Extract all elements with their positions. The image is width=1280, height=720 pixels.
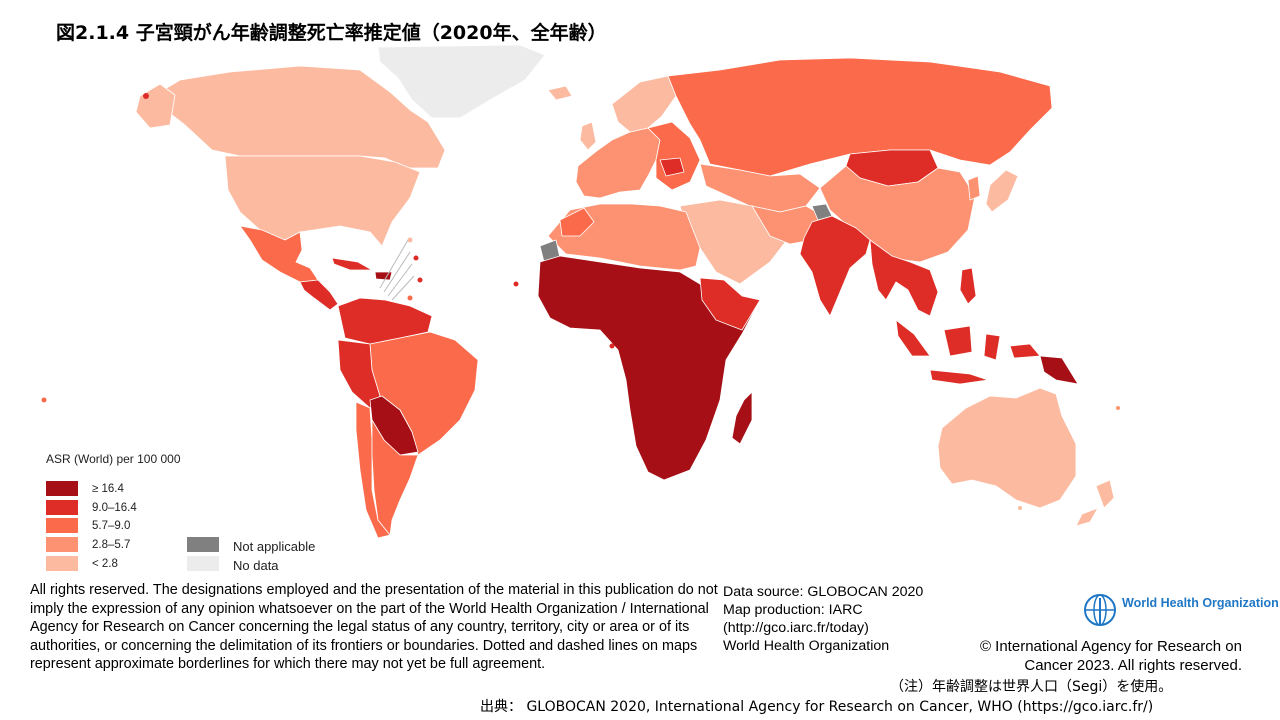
legend-label-5: < 2.8 — [92, 558, 118, 570]
legend-label-not-applicable: Not applicable — [233, 539, 316, 554]
legend-title: ASR (World) per 100 000 — [46, 452, 181, 466]
legend-swatch-5 — [46, 556, 78, 571]
region-russia[interactable] — [667, 57, 1053, 177]
data-source: Data source: GLOBOCAN 2020 Map productio… — [723, 583, 923, 655]
copyright-line-2: Cancer 2023. All rights reserved. — [1024, 657, 1242, 674]
legend-swatch-3 — [46, 518, 78, 533]
region-india[interactable] — [799, 215, 871, 317]
island-marker[interactable] — [407, 295, 413, 301]
organization-line: World Health Organization — [723, 638, 890, 654]
data-source-line: Data source: GLOBOCAN 2020 — [723, 584, 924, 600]
map-production-line: Map production: IARC — [723, 602, 863, 618]
region-eastern-europe[interactable] — [647, 121, 701, 191]
legend-swatch-not-applicable — [187, 537, 219, 552]
island-marker[interactable] — [143, 93, 149, 99]
region-madagascar[interactable] — [731, 391, 753, 445]
who-logo-icon — [1084, 594, 1116, 626]
region-iceland[interactable] — [547, 85, 573, 101]
legend-label-1: ≥ 16.4 — [92, 483, 124, 495]
map-title: 図2.1.4 子宮頸がん年齢調整死亡率推定値（2020年、全年齢） — [56, 22, 607, 44]
region-southeast-asia[interactable] — [869, 239, 939, 317]
island-marker[interactable] — [1116, 406, 1120, 410]
legend-swatch-1 — [46, 481, 78, 496]
region-korea[interactable] — [967, 175, 981, 201]
region-mexico[interactable] — [239, 225, 319, 283]
region-australia[interactable] — [937, 387, 1077, 509]
legend-label-4: 2.8–5.7 — [92, 539, 131, 551]
region-japan[interactable] — [985, 169, 1019, 213]
region-central-america[interactable] — [299, 279, 339, 311]
region-new-zealand[interactable] — [1075, 479, 1115, 527]
legend-swatch-no-data — [187, 556, 219, 571]
copyright-line-1: © International Agency for Research on — [979, 638, 1242, 655]
credit-text: 出典： GLOBOCAN 2020, International Agency … — [480, 699, 1154, 715]
legend-swatch-4 — [46, 537, 78, 552]
region-philippines[interactable] — [959, 267, 977, 305]
region-romania[interactable] — [659, 157, 685, 177]
island-marker[interactable] — [513, 281, 519, 287]
region-scandinavia[interactable] — [611, 75, 677, 133]
source-url-line[interactable]: (http://gco.iarc.fr/today) — [723, 620, 869, 636]
legend-label-no-data: No data — [233, 558, 279, 573]
region-greenland[interactable] — [377, 44, 546, 119]
region-hispaniola[interactable] — [374, 271, 393, 281]
region-usa[interactable] — [224, 155, 421, 247]
island-marker[interactable] — [417, 277, 423, 283]
disclaimer-text: All rights reserved. The designations em… — [30, 582, 718, 672]
region-venezuela-colombia[interactable] — [337, 297, 433, 345]
region-png[interactable] — [1039, 355, 1079, 385]
region-sub-saharan-africa[interactable] — [537, 255, 761, 481]
region-uk[interactable] — [579, 121, 597, 151]
note-text: （注）年齢調整は世界人口（Segi）を使用。 — [890, 679, 1173, 695]
island-marker[interactable] — [609, 343, 615, 349]
island-marker[interactable] — [41, 397, 47, 403]
region-morocco[interactable] — [559, 207, 595, 237]
region-argentina[interactable] — [371, 419, 419, 536]
legend-label-3: 5.7–9.0 — [92, 520, 131, 532]
who-logo-text: World Health Organization — [1122, 596, 1279, 610]
region-indonesia[interactable] — [895, 319, 1041, 385]
island-marker[interactable] — [407, 237, 413, 243]
region-canada[interactable] — [149, 65, 446, 169]
legend-swatch-2 — [46, 500, 78, 515]
island-marker[interactable] — [1018, 506, 1022, 510]
region-western-europe[interactable] — [575, 127, 661, 199]
copyright: © International Agency for Research on C… — [980, 637, 1242, 675]
region-cuba[interactable] — [331, 257, 373, 271]
region-horn-of-africa[interactable] — [699, 277, 761, 331]
island-marker[interactable] — [413, 255, 419, 261]
legend-label-2: 9.0–16.4 — [92, 502, 137, 514]
region-alaska[interactable] — [135, 83, 176, 129]
